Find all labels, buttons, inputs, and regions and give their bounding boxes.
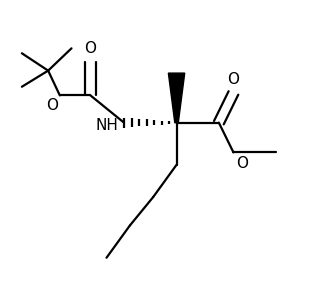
Text: O: O <box>46 98 58 113</box>
Polygon shape <box>169 73 185 123</box>
Text: O: O <box>84 41 97 56</box>
Text: O: O <box>228 72 239 87</box>
Text: O: O <box>236 156 248 171</box>
Text: NH: NH <box>95 118 118 133</box>
